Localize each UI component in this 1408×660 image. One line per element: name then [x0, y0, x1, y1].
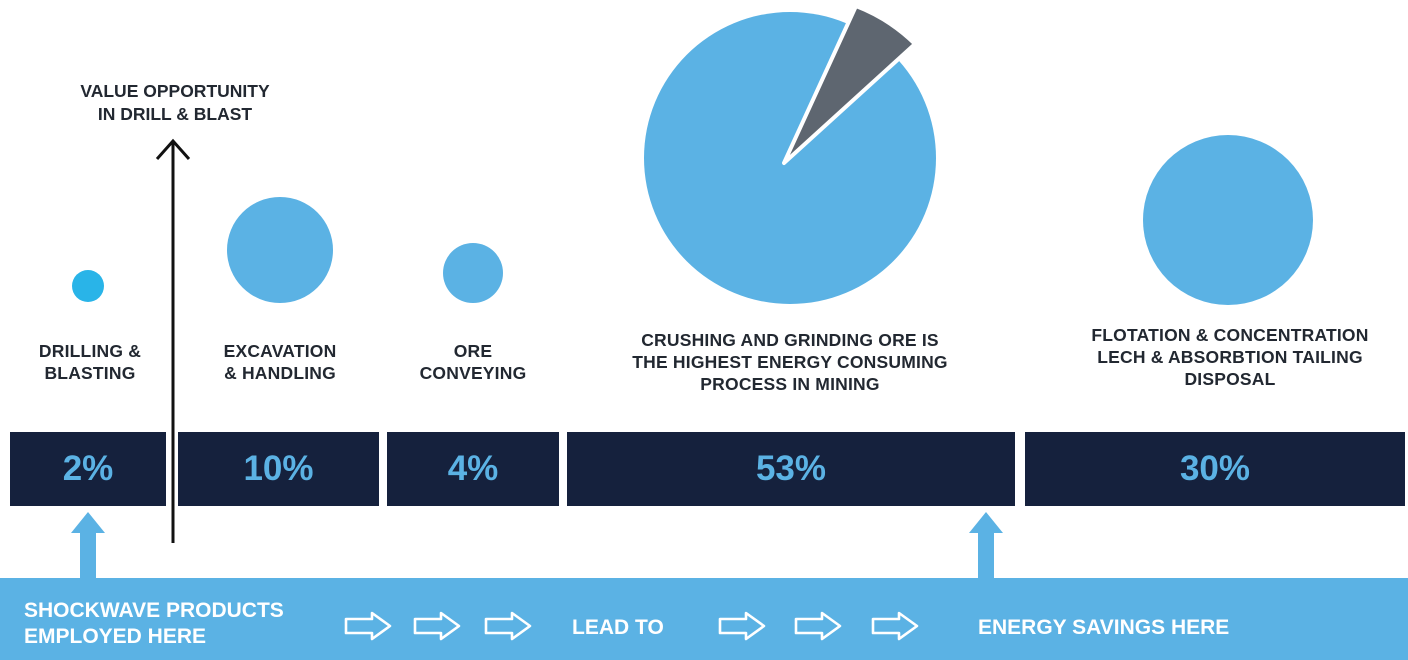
- stage-label-line: THE HIGHEST ENERGY CONSUMING: [632, 352, 948, 372]
- stage-label-line: FLOTATION & CONCENTRATION: [1091, 325, 1369, 345]
- right-arrow-icon: [484, 611, 532, 641]
- stage-label-crushing: CRUSHING AND GRINDING ORE IS THE HIGHEST…: [590, 329, 990, 395]
- stage-label-line: CRUSHING AND GRINDING ORE IS: [641, 330, 939, 350]
- percent-box-crushing: 53%: [567, 432, 1015, 506]
- banner-employed-text: SHOCKWAVE PRODUCTS EMPLOYED HERE: [24, 598, 284, 650]
- stage-label-line: DISPOSAL: [1184, 369, 1276, 389]
- stage-label-conveying: ORE CONVEYING: [393, 340, 553, 384]
- stage-label-line: DRILLING &: [38, 341, 142, 361]
- drilling-circle: [72, 270, 104, 302]
- right-arrow-icon: [718, 611, 766, 641]
- stage-label-line: PROCESS IN MINING: [700, 374, 880, 394]
- value-title-line: IN DRILL & BLAST: [97, 104, 253, 124]
- excavation-circle: [227, 197, 333, 303]
- conveying-circle: [443, 243, 503, 303]
- percent-box-drilling: 2%: [10, 432, 166, 506]
- stage-label-line: ORE: [453, 341, 493, 361]
- banner-lead-to-text: LEAD TO: [572, 616, 664, 639]
- right-arrow-icon: [344, 611, 392, 641]
- banner-employed-line: SHOCKWAVE PRODUCTS: [24, 599, 284, 622]
- flotation-circle: [1143, 135, 1313, 305]
- stage-label-excavation: EXCAVATION & HANDLING: [195, 340, 365, 384]
- right-arrow-icon: [794, 611, 842, 641]
- banner-savings-text: ENERGY SAVINGS HERE: [978, 616, 1230, 639]
- up-arrow-crushing: [969, 512, 1003, 578]
- bottom-banner: SHOCKWAVE PRODUCTS EMPLOYED HERE LEAD TO…: [0, 578, 1408, 660]
- stage-label-drilling: DRILLING & BLASTING: [10, 340, 170, 384]
- value-opportunity-title: VALUE OPPORTUNITY IN DRILL & BLAST: [55, 80, 295, 126]
- up-arrow-drilling: [71, 512, 105, 578]
- right-arrow-icon: [871, 611, 919, 641]
- stage-label-line: BLASTING: [44, 363, 136, 383]
- right-arrow-icon: [413, 611, 461, 641]
- percent-box-excavation: 10%: [178, 432, 379, 506]
- crushing-pie-slice: [782, 4, 917, 165]
- percent-box-flotation: 30%: [1025, 432, 1405, 506]
- stage-label-line: & HANDLING: [224, 363, 336, 383]
- percent-box-conveying: 4%: [387, 432, 559, 506]
- stage-label-line: LECH & ABSORBTION TAILING: [1097, 347, 1363, 367]
- banner-arrows: [344, 611, 919, 641]
- value-title-line: VALUE OPPORTUNITY: [80, 81, 270, 101]
- stage-label-line: EXCAVATION: [223, 341, 337, 361]
- stage-label-flotation: FLOTATION & CONCENTRATION LECH & ABSORBT…: [1030, 324, 1408, 390]
- stage-label-line: CONVEYING: [419, 363, 527, 383]
- value-arrow-head: [155, 138, 191, 160]
- banner-employed-line: EMPLOYED HERE: [24, 625, 207, 648]
